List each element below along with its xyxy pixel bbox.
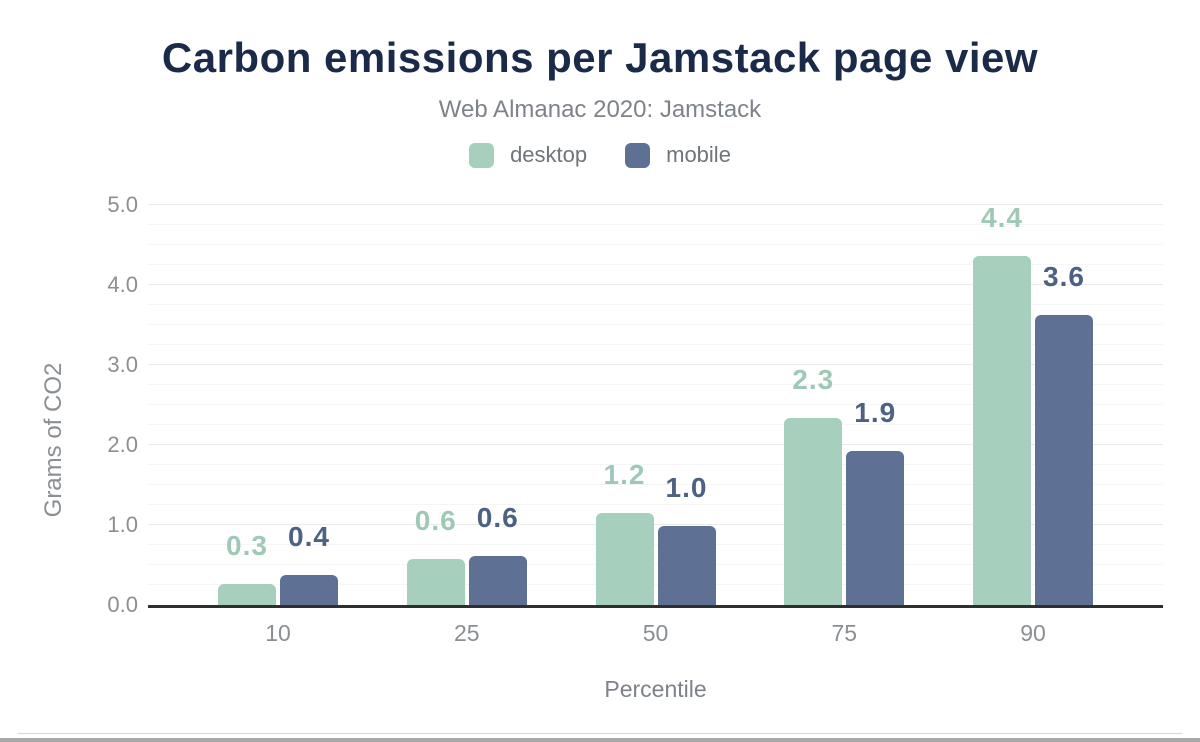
x-tick-label-p25: 25	[453, 620, 480, 646]
minor-gridline	[148, 344, 1163, 345]
major-gridline	[148, 284, 1163, 285]
x-axis-line	[148, 605, 1163, 608]
bar-mobile-p75[interactable]	[846, 451, 905, 605]
bar-mobile-p10[interactable]	[280, 575, 338, 605]
data-label-mobile-p50: 1.0	[665, 472, 708, 503]
bottom-edge-bar	[0, 738, 1200, 742]
plot-area: 0.3 0.6 1.2 2.3 4.4 0.4 0.6 1.0 1.9 3.6	[148, 202, 1163, 605]
bar-mobile-p25[interactable]	[468, 556, 527, 605]
x-axis-tick-labels: 10 25 50 75 90	[148, 620, 1163, 648]
x-tick-label-p90: 90	[1020, 620, 1046, 646]
bar-mobile-p50[interactable]	[657, 526, 716, 605]
legend-label-desktop: desktop	[510, 142, 588, 167]
minor-gridline	[148, 484, 1163, 485]
data-label-desktop-p25: 0.6	[414, 505, 457, 536]
bar-desktop-p25[interactable]	[406, 559, 465, 605]
bottom-hairline	[18, 733, 1182, 734]
data-label-desktop-p50: 1.2	[603, 459, 646, 490]
chart-subtitle: Web Almanac 2020: Jamstack	[438, 96, 762, 123]
desktop-series-swatch-icon	[469, 142, 495, 168]
y-tick-label: 2.0	[107, 432, 138, 457]
mobile-series-swatch-icon	[625, 142, 651, 168]
minor-gridline	[148, 224, 1163, 225]
y-tick-label: 1.0	[107, 512, 138, 537]
minor-gridline	[148, 404, 1163, 405]
x-axis-title: Percentile	[604, 676, 707, 702]
y-tick-label: 5.0	[107, 192, 138, 217]
legend-item-mobile[interactable]: mobile	[625, 142, 731, 168]
major-gridline	[148, 204, 1163, 205]
minor-gridline	[148, 584, 1163, 585]
data-label-desktop-p90: 4.4	[981, 202, 1023, 233]
major-gridline	[148, 524, 1163, 525]
minor-gridline	[148, 544, 1163, 545]
minor-gridline	[148, 424, 1163, 425]
minor-gridline	[148, 244, 1163, 245]
y-axis-tick-labels: 0.0 1.0 2.0 3.0 4.0 5.0	[0, 0, 138, 742]
data-label-desktop-p10: 0.3	[226, 530, 268, 561]
bar-desktop-p10[interactable]	[218, 584, 276, 605]
data-label-mobile-p75: 1.9	[854, 397, 897, 428]
major-gridline	[148, 444, 1163, 445]
minor-gridline	[148, 264, 1163, 265]
minor-gridline	[148, 304, 1163, 305]
minor-gridline	[148, 464, 1163, 465]
x-tick-label-p50: 50	[642, 620, 669, 646]
chart-title: Carbon emissions per Jamstack page view	[161, 34, 1039, 81]
legend-item-desktop[interactable]: desktop	[469, 142, 587, 168]
y-tick-label: 4.0	[107, 272, 138, 297]
bar-mobile-p90[interactable]	[1035, 315, 1093, 605]
major-gridline	[148, 364, 1163, 365]
bar-desktop-p50[interactable]	[595, 513, 654, 605]
bar-desktop-p75[interactable]	[784, 418, 843, 605]
y-tick-label: 3.0	[107, 352, 138, 377]
bar-desktop-p90[interactable]	[973, 256, 1031, 605]
minor-gridline	[148, 384, 1163, 385]
x-tick-label-p75: 75	[831, 620, 858, 646]
minor-gridline	[148, 564, 1163, 565]
legend-label-mobile: mobile	[666, 142, 731, 167]
data-label-mobile-p25: 0.6	[476, 502, 519, 533]
minor-gridline	[148, 324, 1163, 325]
minor-gridline	[148, 504, 1163, 505]
data-label-desktop-p75: 2.3	[792, 364, 835, 395]
legend: desktop mobile	[0, 140, 1200, 170]
y-tick-label: 0.0	[107, 592, 138, 617]
x-tick-label-p10: 10	[265, 620, 291, 646]
data-label-mobile-p90: 3.6	[1043, 261, 1085, 292]
data-label-mobile-p10: 0.4	[288, 521, 330, 552]
